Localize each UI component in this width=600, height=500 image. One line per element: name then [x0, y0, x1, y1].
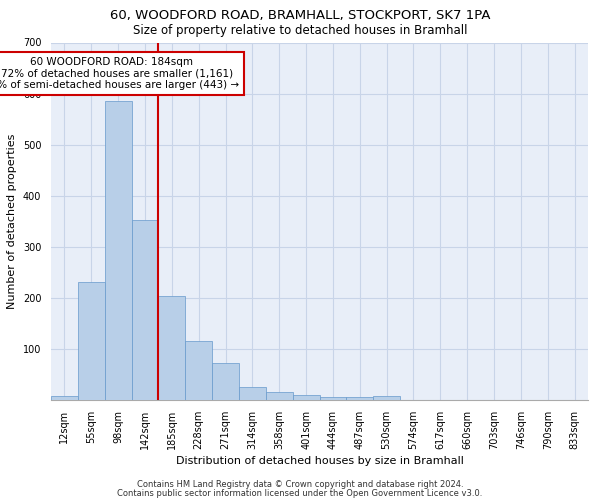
- Text: 60, WOODFORD ROAD, BRAMHALL, STOCKPORT, SK7 1PA: 60, WOODFORD ROAD, BRAMHALL, STOCKPORT, …: [110, 9, 490, 22]
- Y-axis label: Number of detached properties: Number of detached properties: [7, 134, 17, 309]
- Bar: [131, 220, 158, 400]
- Bar: [185, 342, 212, 400]
- Bar: [51, 396, 78, 400]
- Text: 60 WOODFORD ROAD: 184sqm
← 72% of detached houses are smaller (1,161)
28% of sem: 60 WOODFORD ROAD: 184sqm ← 72% of detach…: [0, 57, 239, 90]
- Bar: [212, 362, 239, 400]
- Bar: [346, 397, 373, 400]
- Bar: [373, 396, 400, 400]
- Bar: [266, 392, 293, 400]
- Text: Size of property relative to detached houses in Bramhall: Size of property relative to detached ho…: [133, 24, 467, 37]
- Text: Contains HM Land Registry data © Crown copyright and database right 2024.: Contains HM Land Registry data © Crown c…: [137, 480, 463, 489]
- Bar: [320, 397, 346, 400]
- Bar: [105, 101, 131, 400]
- Bar: [293, 395, 320, 400]
- Bar: [239, 386, 266, 400]
- X-axis label: Distribution of detached houses by size in Bramhall: Distribution of detached houses by size …: [176, 456, 463, 466]
- Text: Contains public sector information licensed under the Open Government Licence v3: Contains public sector information licen…: [118, 488, 482, 498]
- Bar: [78, 282, 105, 400]
- Bar: [158, 296, 185, 400]
